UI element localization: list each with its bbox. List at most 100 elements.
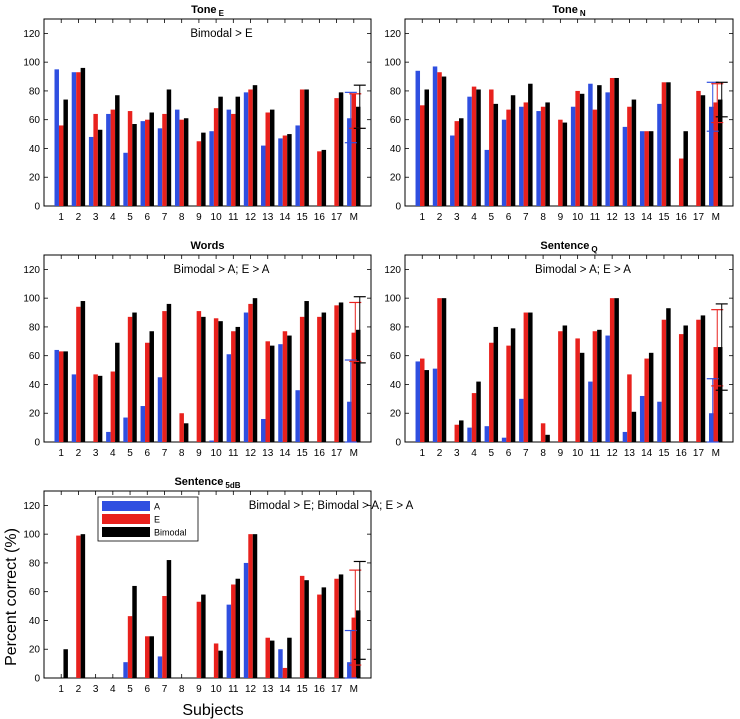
bar-a-6 [501, 437, 507, 442]
x-tick-label: 3 [454, 212, 460, 223]
legend-label-e: E [154, 515, 160, 525]
y-tick-label: 120 [384, 29, 401, 40]
bar-e-4 [471, 86, 477, 206]
bar-e-13 [627, 374, 632, 442]
bar-a-7 [157, 128, 163, 206]
bar-bimodal-4 [115, 342, 120, 442]
bar-bimodal-12 [614, 77, 619, 206]
bar-bimodal-13 [631, 99, 637, 206]
bar-bimodal-11 [235, 96, 241, 206]
bar-a-13 [622, 126, 628, 206]
legend-label-a: A [154, 502, 160, 512]
x-tick-label: 14 [279, 684, 291, 695]
bar-a-12 [243, 312, 249, 442]
bar-e-10 [575, 90, 580, 206]
bar-bimodal-11 [597, 329, 602, 442]
bar-e-5 [489, 342, 494, 442]
bar-a-2 [432, 368, 438, 442]
bar-a-1 [54, 69, 59, 206]
bar-bimodal-16 [321, 149, 327, 206]
bar-a-10 [209, 131, 214, 206]
bar-bimodal-5 [493, 326, 499, 442]
bar-e-M [351, 332, 357, 442]
x-tick-label: 17 [693, 448, 705, 459]
bar-bimodal-M [717, 99, 723, 206]
bar-a-M [347, 118, 352, 206]
x-tick-label: M [350, 212, 358, 223]
bar-bimodal-7 [166, 303, 172, 442]
y-tick-label: 80 [29, 558, 41, 569]
bar-a-15 [295, 125, 300, 206]
bar-e-7 [523, 312, 529, 442]
y-tick-label: 120 [23, 265, 40, 276]
bar-a-5 [123, 417, 128, 442]
bar-a-5 [123, 662, 128, 678]
x-tick-label: 3 [93, 212, 99, 223]
bar-e-17 [334, 578, 339, 678]
y-tick-label: 80 [390, 86, 402, 97]
bar-e-10 [575, 338, 580, 442]
y-tick-label: 20 [390, 173, 402, 184]
bar-bimodal-7 [166, 89, 172, 206]
bar-a-1 [415, 70, 421, 207]
x-tick-label: 3 [454, 448, 460, 459]
bar-a-15 [295, 390, 300, 442]
significance-annotation: Bimodal > E; Bimodal > A; E > A [249, 500, 414, 512]
bar-bimodal-15 [666, 82, 671, 206]
bar-e-8 [179, 413, 184, 442]
bar-a-10 [209, 440, 214, 442]
bar-e-8 [540, 423, 546, 442]
bar-e-4 [471, 393, 477, 442]
y-tick-label: 80 [29, 86, 41, 97]
bar-a-11 [226, 109, 232, 206]
bar-bimodal-9 [201, 594, 206, 678]
bar-a-7 [157, 656, 163, 678]
axes-frame [43, 254, 372, 443]
bar-e-17 [696, 90, 701, 206]
bar-bimodal-M [356, 610, 361, 678]
bar-e-7 [162, 113, 167, 206]
x-tick-label: 8 [179, 448, 185, 459]
bar-bimodal-11 [597, 85, 602, 206]
bar-bimodal-10 [218, 650, 223, 678]
bar-bimodal-M [717, 347, 723, 442]
x-tick-label: 9 [558, 212, 564, 223]
bar-e-4 [110, 109, 116, 206]
x-tick-label: 10 [572, 448, 584, 459]
bar-a-2 [71, 72, 77, 206]
bar-bimodal-11 [235, 326, 241, 442]
x-tick-label: 12 [245, 684, 257, 695]
bar-a-5 [123, 152, 128, 206]
significance-annotation: Bimodal > A; E > A [535, 264, 631, 276]
bar-e-16 [317, 151, 322, 206]
x-tick-label: 16 [314, 684, 326, 695]
x-tick-label: 9 [558, 448, 564, 459]
bar-e-15 [661, 82, 667, 206]
bar-a-4 [467, 427, 472, 442]
x-tick-label: 2 [76, 212, 82, 223]
bar-bimodal-17 [338, 302, 344, 442]
bar-bimodal-10 [218, 321, 223, 442]
bar-e-7 [523, 102, 529, 206]
x-tick-label: 2 [437, 212, 443, 223]
bar-e-8 [179, 119, 184, 206]
y-tick-label: 80 [29, 322, 41, 333]
bar-a-7 [519, 398, 524, 442]
bar-bimodal-16 [683, 131, 688, 206]
bar-a-4 [467, 96, 472, 206]
x-tick-label: 7 [523, 448, 529, 459]
y-tick-label: 60 [29, 115, 41, 126]
bar-e-M [351, 93, 357, 206]
x-tick-label: 6 [144, 448, 150, 459]
bar-e-16 [678, 158, 684, 206]
x-tick-label: 1 [58, 684, 64, 695]
bar-a-12 [605, 335, 610, 442]
bar-e-12 [248, 89, 253, 206]
bar-e-11 [231, 331, 236, 442]
x-tick-label: 10 [572, 212, 584, 223]
x-tick-label: 13 [262, 212, 274, 223]
bar-bimodal-14 [287, 335, 292, 442]
bar-e-2 [437, 72, 442, 206]
x-tick-label: 15 [297, 212, 309, 223]
bar-bimodal-17 [700, 95, 706, 206]
